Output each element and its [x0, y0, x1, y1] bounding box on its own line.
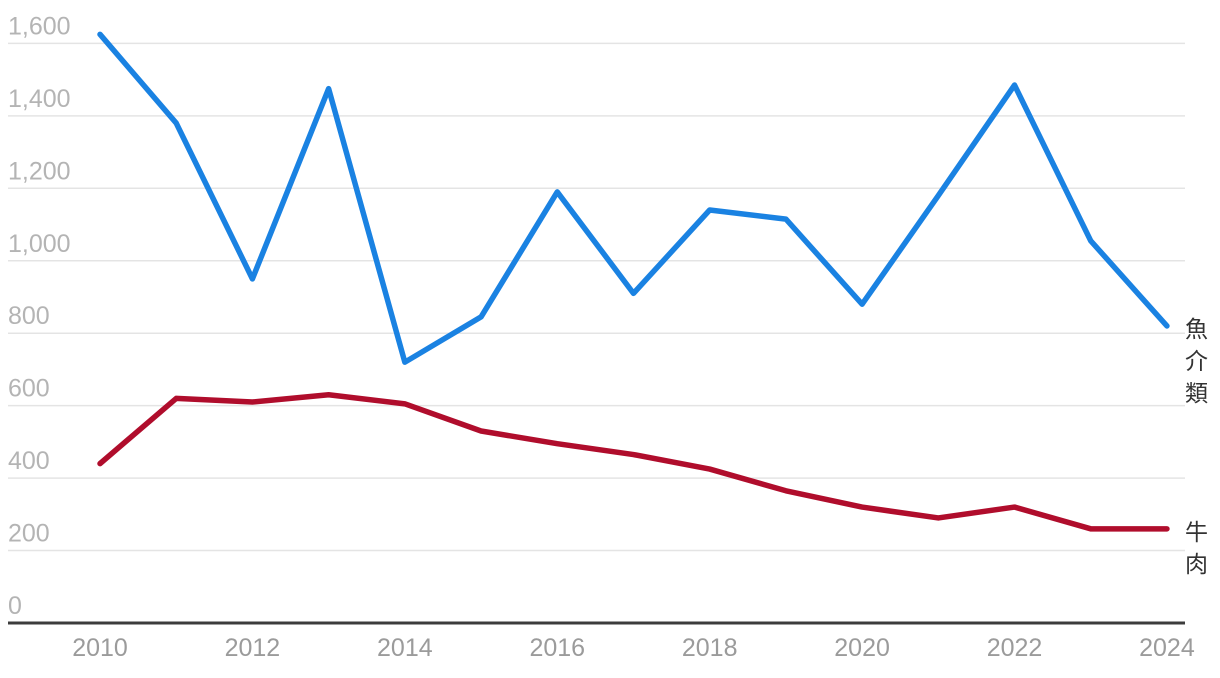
x-axis-tick-label: 2016	[529, 634, 585, 662]
x-axis-tick-label: 2010	[72, 634, 128, 662]
series-line-beef	[97, 392, 1170, 532]
series-label-char: 牛	[1185, 519, 1208, 545]
x-axis-tick-label: 2014	[377, 634, 433, 662]
x-axis-tick-label: 2024	[1139, 634, 1195, 662]
series-label-char: 肉	[1185, 551, 1208, 577]
y-axis-tick-label: 800	[8, 302, 50, 330]
series-label-char: 類	[1185, 380, 1208, 406]
y-axis-tick-label: 1,600	[8, 12, 71, 40]
series-line-seafood	[97, 31, 1170, 365]
gridlines-group	[8, 42, 1185, 552]
y-axis-tick-label: 1,000	[8, 230, 71, 258]
y-axis-tick-label: 0	[8, 592, 22, 620]
x-axis-tick-label: 2020	[834, 634, 890, 662]
y-axis-tick-label: 1,200	[8, 157, 71, 185]
y-axis-tick-label: 200	[8, 520, 50, 548]
y-axis-tick-label: 400	[8, 447, 50, 475]
y-axis-tick-label: 1,400	[8, 85, 71, 113]
y-axis-tick-label: 600	[8, 375, 50, 403]
series-label-char: 介	[1185, 348, 1208, 374]
x-axis-tick-label: 2022	[987, 634, 1043, 662]
y-axis-labels-group: 0 200 400 600 800 1,000 1,200 1,400 1,600	[8, 12, 71, 620]
x-axis-tick-label: 2018	[682, 634, 738, 662]
series-label-beef: 牛肉	[1185, 519, 1208, 577]
x-axis-labels-group: 2010 2012 2014 2016 2018 2020 2022 2024	[72, 634, 1195, 662]
series-label-seafood: 魚介類	[1185, 316, 1208, 406]
series-label-char: 魚	[1185, 316, 1208, 342]
x-axis-tick-label: 2012	[225, 634, 281, 662]
